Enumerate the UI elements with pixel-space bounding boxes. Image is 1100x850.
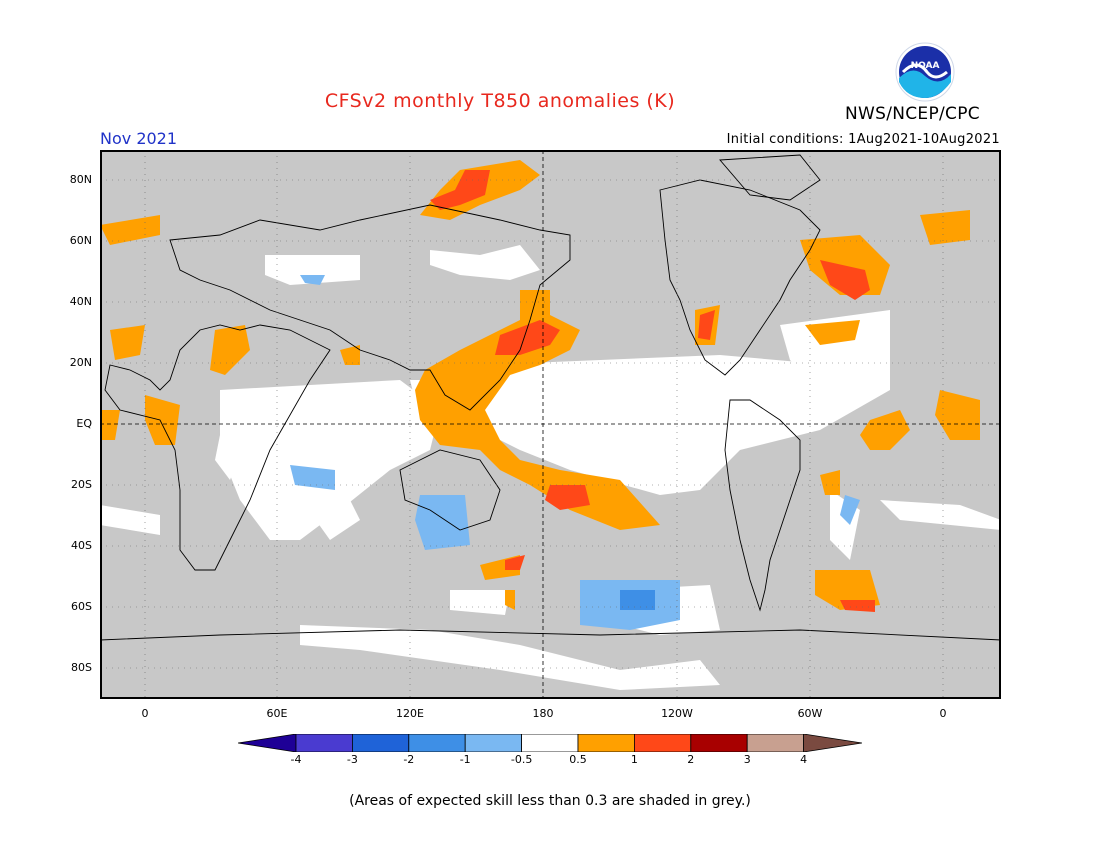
lon-label: 60W <box>797 707 823 720</box>
colorbar-segment <box>408 734 466 752</box>
colorbar-label: 1 <box>630 753 638 766</box>
anomaly-map <box>100 150 1001 699</box>
svg-text:NOAA: NOAA <box>911 61 940 71</box>
lat-label: 60S <box>71 600 92 613</box>
agency-label: NWS/NCEP/CPC <box>845 104 980 124</box>
colorbar-label: -1 <box>459 753 471 766</box>
colorbar-label: -3 <box>346 753 358 766</box>
colorbar-segment <box>464 734 522 752</box>
lat-label: 40S <box>71 539 92 552</box>
map-frame <box>100 150 1001 699</box>
color-bar <box>238 734 862 752</box>
colorbar-label: 2 <box>687 753 695 766</box>
lat-label: 80S <box>71 661 92 674</box>
colorbar-segment <box>238 734 297 752</box>
lat-label: 40N <box>69 295 92 308</box>
noaa-logo: NOAA <box>895 42 955 102</box>
colorbar-segment <box>577 734 635 752</box>
forecast-month: Nov 2021 <box>100 129 178 148</box>
colorbar-segment <box>295 734 353 752</box>
colorbar-label: 0.5 <box>569 753 587 766</box>
colorbar-segment <box>352 734 410 752</box>
colorbar-label: 4 <box>800 753 808 766</box>
skill-note: (Areas of expected skill less than 0.3 a… <box>349 793 751 809</box>
colorbar-label: 3 <box>743 753 751 766</box>
lon-label: 180 <box>532 707 554 720</box>
lon-label: 0 <box>141 707 149 720</box>
initial-conditions: Initial conditions: 1Aug2021-10Aug2021 <box>726 132 1000 147</box>
coastlines <box>100 154 1001 641</box>
colorbar-segment <box>633 734 692 752</box>
lat-label: 20N <box>69 356 92 369</box>
lat-label: 20S <box>71 478 92 491</box>
colorbar-segment <box>803 734 862 752</box>
colorbar-label: -2 <box>403 753 415 766</box>
colorbar-label: -4 <box>290 753 302 766</box>
colorbar-segment <box>746 734 805 752</box>
lon-label: 0 <box>939 707 947 720</box>
lon-label: 60E <box>266 707 288 720</box>
colorbar-segment <box>690 734 748 752</box>
lon-label: 120W <box>661 707 693 720</box>
lon-label: 120E <box>396 707 424 720</box>
lat-label: EQ <box>76 417 92 430</box>
colorbar-label: -0.5 <box>510 753 533 766</box>
lat-label: 80N <box>69 173 92 186</box>
map-title: CFSv2 monthly T850 anomalies (K) <box>324 90 676 112</box>
lat-label: 60N <box>69 234 92 247</box>
lat-lon-grid <box>100 150 1001 699</box>
strong-positive-anomaly-regions <box>430 170 875 612</box>
negative-anomaly-regions <box>290 275 860 630</box>
colorbar-segment <box>521 734 579 752</box>
